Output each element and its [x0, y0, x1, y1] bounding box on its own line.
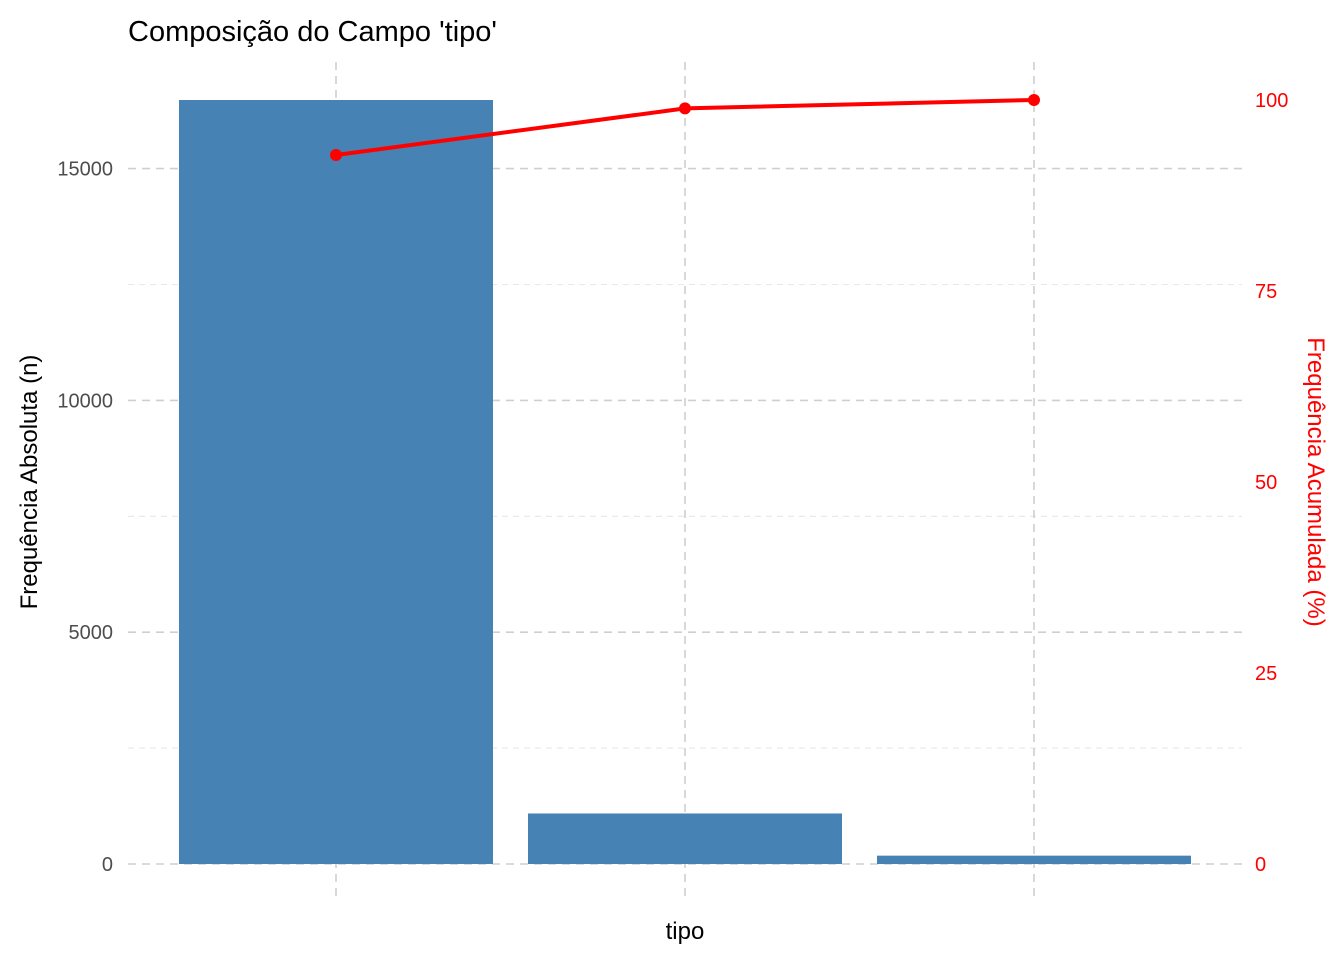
y-tick-label: 5000 — [69, 622, 114, 644]
y-tick-label: 15000 — [57, 159, 113, 181]
chart-title: Composição do Campo 'tipo' — [128, 16, 497, 48]
bar-layer — [179, 100, 1191, 864]
y-axis-left: 0 5000 10000 15000 — [57, 159, 113, 876]
y2-tick-label: 75 — [1255, 281, 1277, 303]
bar-1 — [179, 100, 493, 864]
cumulative-line-layer — [330, 94, 1040, 162]
cumulative-point-3 — [1028, 94, 1040, 106]
y2-tick-label: 50 — [1255, 472, 1277, 494]
y2-tick-label: 0 — [1255, 854, 1266, 876]
y2-tick-label: 25 — [1255, 663, 1277, 685]
x-axis-title: tipo — [666, 918, 705, 945]
y-axis-title-left: Frequência Absoluta (n) — [16, 355, 43, 610]
y-tick-label: 0 — [102, 854, 113, 876]
y-tick-label: 10000 — [57, 390, 113, 412]
cumulative-point-1 — [330, 149, 342, 162]
y-axis-title-right: Frequência Acumulada (%) — [1302, 337, 1329, 626]
y-axis-right: 0 25 50 75 100 — [1255, 90, 1288, 876]
bar-3 — [877, 855, 1191, 864]
cumulative-point-2 — [679, 102, 691, 115]
bar-2 — [528, 813, 842, 864]
y2-tick-label: 100 — [1255, 90, 1288, 112]
